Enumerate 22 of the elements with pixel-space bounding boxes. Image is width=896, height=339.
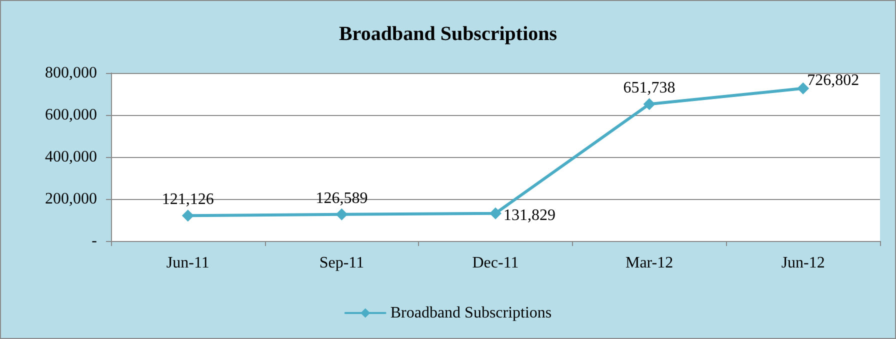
point (336, 208, 348, 220)
legend-label: Broadband Subscriptions (390, 304, 552, 322)
y-tick-label: 600,000 (45, 106, 97, 124)
chart-title: Broadband Subscriptions (338, 23, 558, 45)
y-tick-label: 800,000 (45, 64, 97, 82)
x-tick-label: Sep-11 (319, 254, 364, 272)
data-label: 131,829 (504, 206, 556, 224)
y-tick-label: 400,000 (45, 148, 97, 166)
data-label: 126,589 (316, 190, 368, 207)
y-tick-label: 200,000 (45, 190, 97, 208)
x-tick-label: Jun-11 (166, 254, 210, 272)
point (797, 82, 810, 94)
data-label: 121,126 (162, 191, 214, 208)
y-tick-label: - (92, 232, 97, 250)
data-label: 651,738 (623, 80, 676, 97)
point (643, 98, 656, 110)
x-tick-label: Dec-11 (472, 254, 519, 272)
x-tick-label: Mar-12 (625, 254, 674, 272)
data-label: 726,802 (807, 72, 860, 89)
point (182, 210, 194, 222)
point (490, 207, 502, 220)
x-tick-label: Jun-12 (781, 254, 825, 272)
